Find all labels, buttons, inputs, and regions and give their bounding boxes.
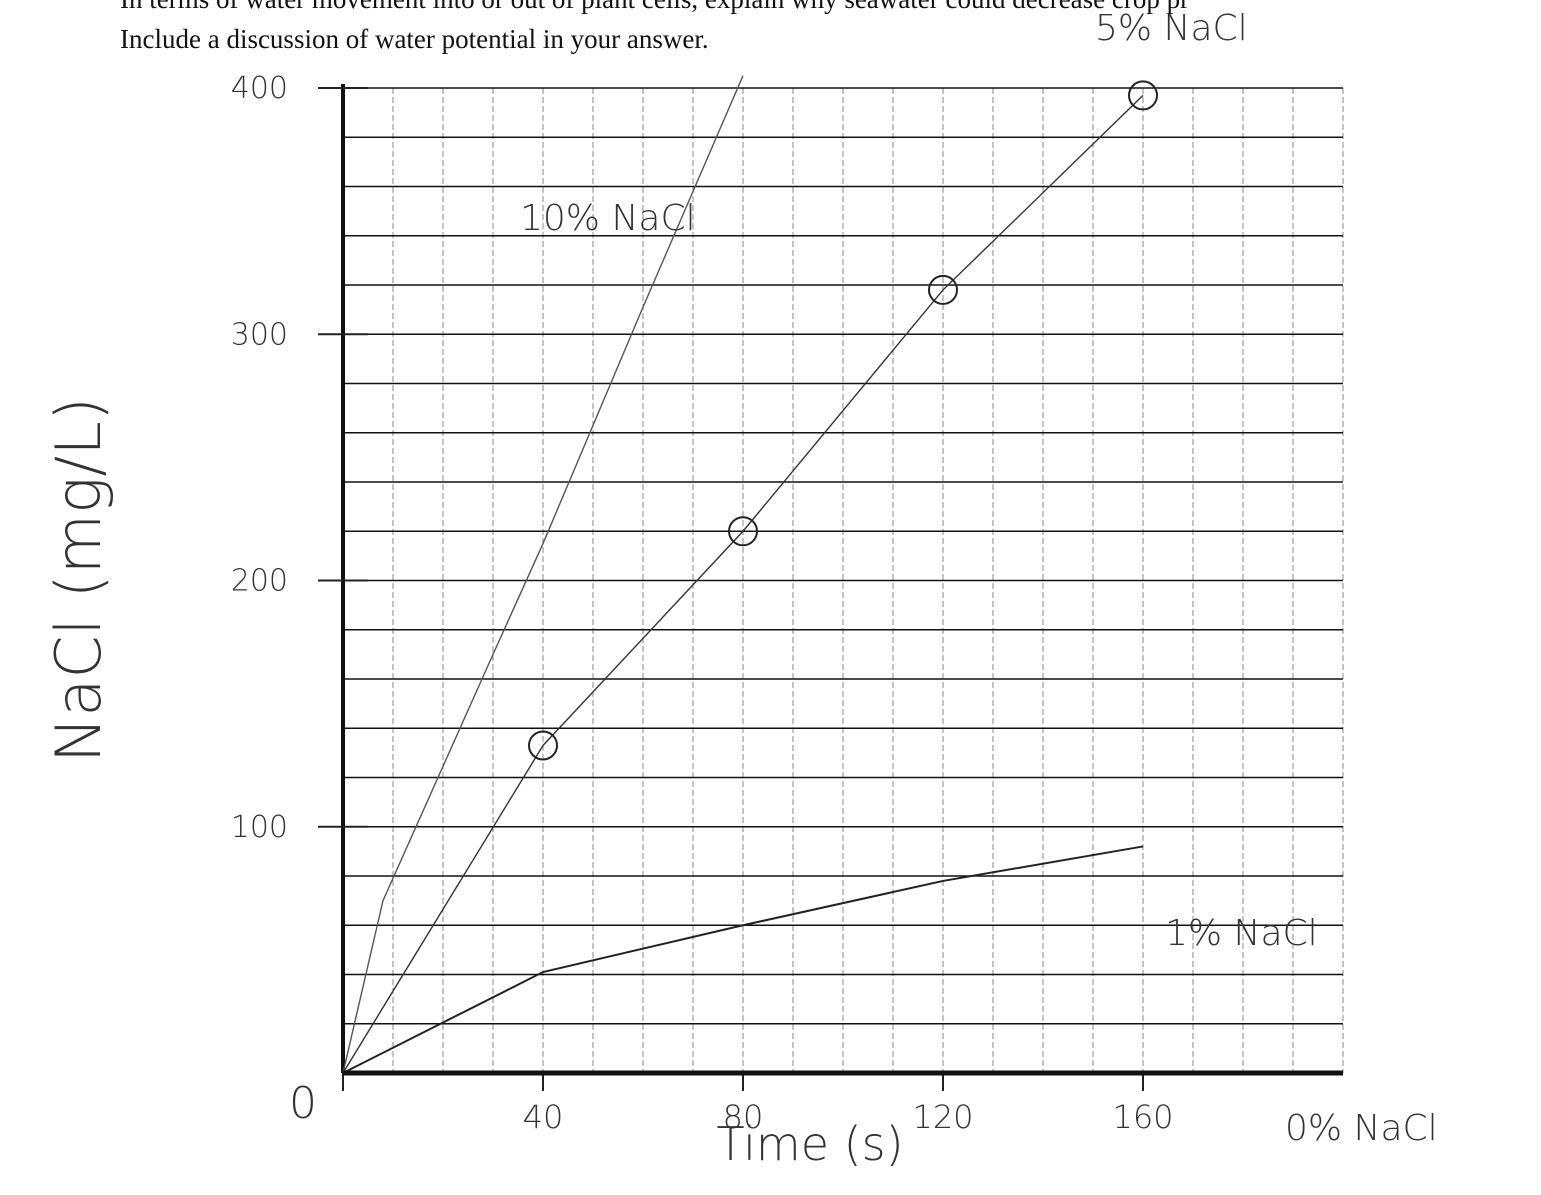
y-axis-label: NaCl (mg/L): [42, 397, 115, 763]
x-tick-label: 160: [1112, 1098, 1173, 1136]
y-tick-label: 200: [231, 564, 288, 599]
y-tick-label: 300: [231, 317, 288, 352]
question-line: In terms of water movement into or out o…: [120, 0, 1189, 14]
y-tick-label: 400: [231, 71, 288, 106]
x-tick-label: 40: [523, 1098, 564, 1136]
series-label: 10% NaCl: [520, 198, 696, 239]
page: In terms of water movement into or out o…: [0, 0, 1541, 1195]
x-tick-label: 0: [289, 1078, 317, 1129]
x-tick-label: 80: [723, 1098, 764, 1136]
series-label: 1% NaCl: [1165, 913, 1318, 954]
y-tick-label: 100: [231, 810, 288, 845]
x-tick-label: 120: [912, 1098, 973, 1136]
series-label: 0% NaCl: [1285, 1108, 1438, 1149]
series-label: 5% NaCl: [1095, 8, 1248, 49]
question-line: Include a discussion of water potential …: [120, 24, 709, 54]
